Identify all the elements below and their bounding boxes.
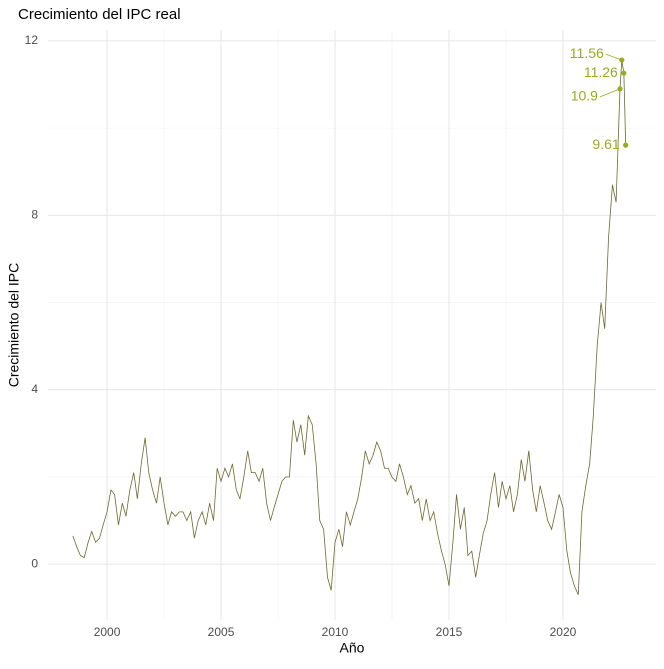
chart-title: Crecimiento del IPC real [18,6,181,23]
point-label: 9.61 [592,136,619,152]
data-point [623,142,629,148]
y-tick-label: 4 [31,382,38,396]
x-tick-label: 2010 [322,625,349,639]
y-tick-label: 12 [25,33,39,47]
data-point [617,86,623,92]
point-label: 11.56 [570,45,604,61]
x-tick-label: 2005 [208,625,235,639]
y-tick-label: 0 [31,556,38,570]
y-axis-title: Crecimiento del IPC [6,263,22,388]
x-tick-label: 2015 [436,625,463,639]
x-tick-label: 2000 [94,625,121,639]
label-leader [599,88,621,98]
x-tick-label: 2020 [550,625,577,639]
data-line [72,60,627,595]
data-point [619,57,625,63]
label-leader [605,53,622,61]
point-label: 10.9 [571,88,598,104]
x-axis-title: Año [340,640,365,656]
data-point [621,70,627,76]
y-tick-label: 8 [31,208,38,222]
point-label: 11.26 [584,64,618,80]
